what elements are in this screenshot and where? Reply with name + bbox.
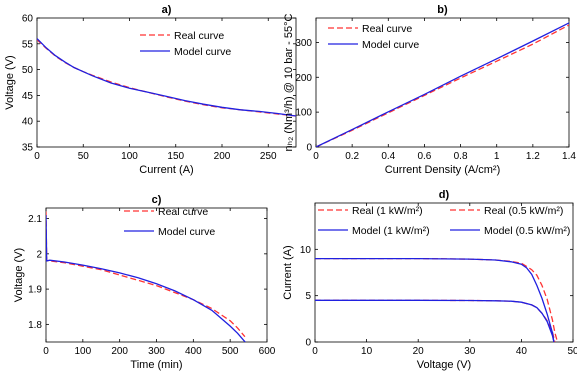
legend-label: Real (1 kW/m²) [352, 205, 423, 217]
x-tick-label: 40 [516, 346, 528, 357]
y-tick-label: 2 [36, 249, 42, 260]
chart-title: b) [437, 4, 448, 16]
y-tick-label: 1.8 [28, 320, 42, 331]
chart-title: a) [162, 4, 172, 16]
series-line-2 [315, 299, 556, 342]
x-tick-label: 0.6 [417, 151, 431, 162]
y-tick-label: 40 [22, 117, 34, 128]
series-line-3 [315, 257, 555, 342]
x-tick-label: 10 [361, 346, 373, 357]
y-tick-label: 60 [22, 14, 34, 25]
y-tick-label: 5 [305, 291, 311, 302]
x-tick-label: 0 [43, 346, 49, 357]
legend-label: Model (0.5 kW/m²) [484, 225, 570, 237]
x-tick-label: 600 [259, 346, 276, 357]
y-tick-label: 50 [22, 65, 34, 76]
chart-title: d) [439, 189, 450, 201]
x-tick-label: 30 [464, 346, 476, 357]
x-tick-label: 0 [34, 151, 40, 162]
x-axis-label: Current Density (A/cm²) [385, 164, 501, 176]
x-tick-label: 0 [312, 346, 318, 357]
legend-label: Model curve [174, 46, 231, 58]
plot-area [36, 17, 297, 148]
x-tick-label: 100 [121, 151, 138, 162]
plot-area [45, 207, 268, 343]
legend: Real curve Model curve [140, 30, 231, 58]
x-tick-label: 250 [260, 151, 277, 162]
y-tick-label: 45 [22, 91, 34, 102]
series-group [46, 211, 246, 342]
x-tick-label: 20 [413, 346, 425, 357]
y-tick-label: 0 [306, 143, 312, 154]
legend-label: Model (1 kW/m²) [352, 225, 430, 237]
y-tick-label: 0 [305, 338, 311, 349]
chart-panel-2: b) 0 0.2 0.4 0.6 0.8 1 1.2 1.4 0 100 200 300 Current … [283, 4, 576, 176]
x-tick-label: 500 [222, 346, 239, 357]
y-tick-label: 35 [22, 143, 34, 154]
x-tick-label: 1 [494, 151, 500, 162]
legend: Real curve Model curve [328, 23, 419, 51]
legend-label: Real curve [362, 23, 412, 35]
x-tick-label: 1.2 [526, 151, 540, 162]
x-tick-label: 0.4 [381, 151, 395, 162]
x-tick-label: 400 [185, 346, 202, 357]
series-line-1 [46, 211, 246, 338]
plot-area [315, 17, 570, 148]
y-tick-label: 55 [22, 39, 34, 50]
x-axis-label: Time (min) [130, 359, 182, 371]
y-axis-label: Current (A) [282, 245, 294, 299]
y-axis-label: Voltage (V) [13, 248, 25, 302]
x-axis-label: Voltage (V) [417, 359, 471, 371]
x-tick-label: 200 [214, 151, 231, 162]
x-tick-label: 100 [74, 346, 91, 357]
plot-area [314, 202, 574, 343]
y-tick-label: 2.1 [28, 214, 42, 225]
chart-panel-3: c) 0 100 200 300 400 500 600 1.8 1.9 2 2.1 Time (min… [13, 194, 276, 371]
y-tick-label: 1.9 [28, 285, 42, 296]
legend-label: Model curve [362, 39, 419, 51]
x-tick-label: 50 [78, 151, 90, 162]
x-tick-label: 50 [567, 346, 577, 357]
x-tick-label: 0.8 [454, 151, 468, 162]
chart-panel-4: d) 0 10 20 30 40 50 0 5 10 Voltage (V) Current (A) R… [282, 189, 577, 371]
series-line-1 [316, 24, 569, 147]
series-line-2 [46, 215, 246, 342]
x-tick-label: 0.2 [345, 151, 359, 162]
y-axis-label: Voltage (V) [4, 55, 16, 109]
series-group [37, 38, 296, 117]
series-group [316, 22, 569, 147]
y-tick-label: 200 [295, 73, 312, 84]
y-tick-label: 300 [295, 38, 312, 49]
x-tick-label: 300 [148, 346, 165, 357]
legend-label: Real (0.5 kW/m²) [484, 205, 563, 217]
series-line-2 [316, 22, 569, 147]
x-axis-label: Current (A) [139, 164, 193, 176]
chart-title: c) [152, 194, 162, 206]
y-tick-label: 100 [295, 108, 312, 119]
series-line-4 [315, 299, 555, 342]
y-tick-label: 10 [300, 245, 312, 256]
y-axis-label: nₕ₂ (Nm³/h) @ 10 bar - 55°C [283, 13, 295, 151]
x-tick-label: 1.4 [562, 151, 576, 162]
legend: Real (1 kW/m²) Real (0.5 kW/m²) Model (1 k… [318, 205, 570, 237]
chart-panel-1: a) 0 50 100 150 200 250 35 40 45 50 55 60 Current (A)… [4, 4, 297, 176]
legend-label: Real curve [174, 30, 224, 42]
series-group [315, 257, 559, 342]
legend: Real curve Model curve [124, 206, 215, 238]
x-tick-label: 200 [111, 346, 128, 357]
x-tick-label: 0 [313, 151, 319, 162]
series-line-2 [37, 38, 296, 117]
x-tick-label: 150 [167, 151, 184, 162]
legend-label: Real curve [158, 206, 208, 218]
legend-label: Model curve [158, 226, 215, 238]
